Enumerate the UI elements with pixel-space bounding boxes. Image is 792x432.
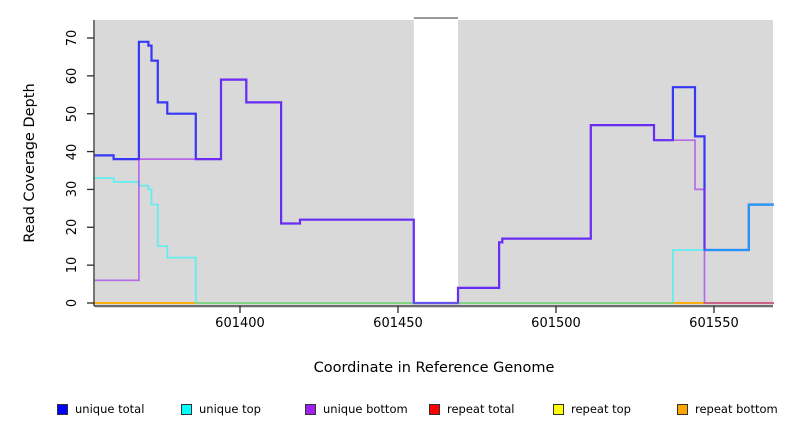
x-tick-label-601500: 601500	[531, 316, 581, 331]
x-axis-title: Coordinate in Reference Genome	[313, 360, 555, 376]
legend-item-repeat-bottom: repeat bottom	[677, 402, 778, 416]
series-unique-bottom	[94, 78, 774, 304]
legend-item-repeat-total: repeat total	[429, 402, 514, 416]
legend-swatch-unique-total	[57, 403, 68, 415]
masked-region	[413, 18, 459, 303]
legend-label: repeat bottom	[695, 402, 778, 416]
x-tick-label-601450: 601450	[373, 316, 423, 331]
legend-swatch-repeat-total	[429, 403, 440, 415]
x-tick-label-601550: 601550	[689, 316, 739, 331]
y-axis-title: Read Coverage Depth	[22, 83, 38, 243]
legend-swatch-unique-bottom	[305, 403, 316, 415]
legend-item-repeat-top: repeat top	[553, 402, 631, 416]
legend-label: repeat total	[447, 402, 515, 416]
legend-swatch-repeat-top	[553, 403, 564, 415]
legend-item-unique-bottom: unique bottom	[305, 402, 408, 416]
legend-label: unique top	[199, 402, 261, 416]
legend-swatch-unique-top	[181, 403, 192, 415]
y-tick-label-70: 70	[65, 29, 80, 47]
legend-label: unique bottom	[323, 402, 408, 416]
legend-label: unique total	[75, 402, 145, 416]
legend-label: repeat top	[571, 402, 631, 416]
legend-item-unique-total: unique total	[57, 402, 144, 416]
legend-swatch-repeat-bottom	[677, 403, 688, 415]
legend-item-unique-top: unique top	[181, 402, 261, 416]
x-tick-label-601400: 601400	[215, 316, 265, 331]
